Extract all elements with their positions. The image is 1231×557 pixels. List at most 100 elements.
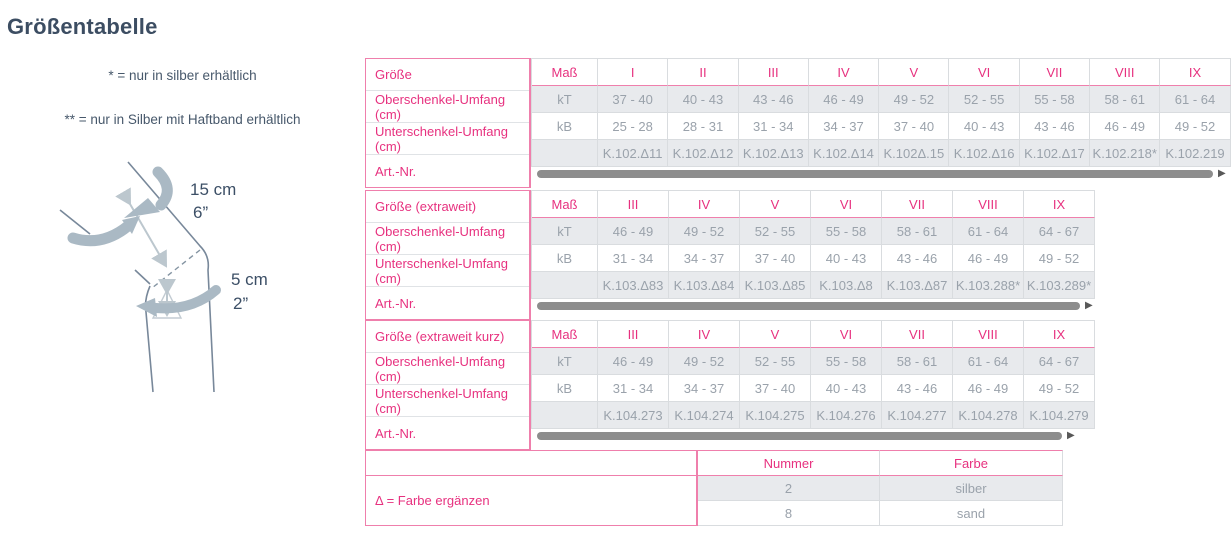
scrollbar-thumb[interactable] [537,302,1080,310]
size-col-header: V [740,321,811,348]
scroll-right-arrow-icon[interactable]: ▶ [1218,168,1226,179]
size-col-header: IV [669,191,740,218]
legend-header-empty-cell [365,450,698,476]
oberschenkel-value: 52 - 55 [740,348,811,375]
row-label-column: Größe (extraweit kurz) Oberschenkel-Umfa… [365,320,531,450]
artnr-value: K.104.273 [598,402,669,429]
h-scrollbar[interactable]: ▶ [537,430,1075,441]
unterschenkel-value: 46 - 49 [953,375,1024,402]
mass-header: Maß [532,321,598,348]
size-col-header: II [668,59,739,86]
unterschenkel-value: 49 - 52 [1160,113,1231,140]
artnr-value: K.103.289* [1024,272,1095,299]
artnr-value: K.102.218* [1090,140,1161,167]
artnr-value: K.102.Δ16 [949,140,1020,167]
unterschenkel-value: 31 - 34 [738,113,809,140]
oberschenkel-value: 58 - 61 [882,218,953,245]
row-label-artnr: Art.-Nr. [375,425,417,441]
footnote-silver-haftband: ** = nur in Silber mit Haftband erhältli… [64,112,301,127]
h-scrollbar[interactable]: ▶ [537,300,1093,311]
calf-measure-label-inch: 2” [233,294,249,313]
footnote-silver: * = nur in silber erhältlich [108,68,257,83]
row-label-oberschenkel: Oberschenkel-Umfang (cm) [366,91,529,123]
artnr-empty-cell [532,402,598,429]
size-col-header: I [598,59,669,86]
h-scrollbar[interactable]: ▶ [537,168,1226,179]
row-label-artnr: Art.-Nr. [375,295,417,311]
thigh-measure-label-inch: 6” [193,203,209,222]
page-title: Größentabelle [7,14,158,39]
artnr-value: K.103.Δ84 [669,272,740,299]
artnr-value: K.102.Δ12 [668,140,739,167]
oberschenkel-value: 52 - 55 [949,86,1020,113]
unterschenkel-value: 28 - 31 [668,113,739,140]
size-data-grid[interactable]: Maß III IV V VI VII VIII IX kT 46 - 49 4… [531,190,1095,299]
unterschenkel-value: 34 - 37 [808,113,880,140]
kt-label: kT [532,86,598,113]
size-col-header: IX [1024,321,1095,348]
oberschenkel-value: 55 - 58 [1019,86,1091,113]
nummer-header: Nummer [698,450,880,476]
size-col-header: IX [1024,191,1095,218]
size-col-header: III [738,59,809,86]
artnr-value: K.102.219 [1160,140,1231,167]
oberschenkel-value: 64 - 67 [1024,348,1095,375]
oberschenkel-value: 64 - 67 [1024,218,1095,245]
unterschenkel-value: 46 - 49 [1090,113,1161,140]
size-col-header: V [879,59,950,86]
unterschenkel-value: 46 - 49 [953,245,1024,272]
oberschenkel-value: 49 - 52 [669,348,740,375]
artnr-value: K.102.Δ17 [1019,140,1091,167]
size-col-header: VII [882,191,953,218]
size-col-header: VIII [953,321,1024,348]
kb-label: kB [532,245,598,272]
unterschenkel-value: 37 - 40 [879,113,950,140]
row-label-unterschenkel: Unterschenkel-Umfang (cm) [366,255,529,287]
unterschenkel-value: 34 - 37 [669,245,740,272]
scroll-right-arrow-icon[interactable]: ▶ [1085,300,1093,311]
kb-label: kB [532,375,598,402]
unterschenkel-value: 43 - 46 [882,375,953,402]
scrollbar-thumb[interactable] [537,170,1213,178]
scrollbar-thumb[interactable] [537,432,1062,440]
farbe-value: silber [880,476,1063,501]
unterschenkel-value: 40 - 43 [811,375,882,402]
size-col-header: VII [1019,59,1091,86]
unterschenkel-value: 37 - 40 [740,375,811,402]
unterschenkel-value: 31 - 34 [598,245,669,272]
size-col-header: VI [811,191,882,218]
row-label-groesse: Größe (extraweit kurz) [366,321,529,353]
artnr-value: K.102.Δ11 [598,140,669,167]
farbe-header: Farbe [880,450,1063,476]
artnr-value: K.103.Δ85 [740,272,811,299]
kb-label: kB [532,113,598,140]
size-data-grid[interactable]: Maß I II III IV V VI VII VIII IX kT 37 -… [531,58,1231,167]
row-label-artnr: Art.-Nr. [375,163,417,179]
size-col-header: IX [1160,59,1231,86]
kt-label: kT [532,348,598,375]
knee-measurement-diagram: 15 cm 6” 5 cm 2” [40,160,312,400]
calf-measure-label-cm: 5 cm [231,270,268,289]
oberschenkel-value: 40 - 43 [668,86,739,113]
unterschenkel-value: 40 - 43 [949,113,1020,140]
size-data-grid[interactable]: Maß III IV V VI VII VIII IX kT 46 - 49 4… [531,320,1095,429]
artnr-value: K.103.Δ87 [882,272,953,299]
mass-header: Maß [532,191,598,218]
unterschenkel-value: 31 - 34 [598,375,669,402]
row-label-column: Größe (extraweit) Oberschenkel-Umfang (c… [365,190,531,320]
oberschenkel-value: 61 - 64 [1160,86,1231,113]
artnr-value: K.104.275 [740,402,811,429]
oberschenkel-value: 46 - 49 [598,218,669,245]
row-label-unterschenkel: Unterschenkel-Umfang (cm) [366,385,529,417]
artnr-value: K.104.277 [882,402,953,429]
scroll-right-arrow-icon[interactable]: ▶ [1067,430,1075,441]
oberschenkel-value: 46 - 49 [598,348,669,375]
unterschenkel-value: 43 - 46 [882,245,953,272]
unterschenkel-value: 37 - 40 [740,245,811,272]
oberschenkel-value: 37 - 40 [598,86,669,113]
oberschenkel-value: 55 - 58 [811,348,882,375]
oberschenkel-value: 46 - 49 [808,86,880,113]
thigh-measure-label-cm: 15 cm [190,180,237,199]
row-label-unterschenkel: Unterschenkel-Umfang (cm) [366,123,529,155]
